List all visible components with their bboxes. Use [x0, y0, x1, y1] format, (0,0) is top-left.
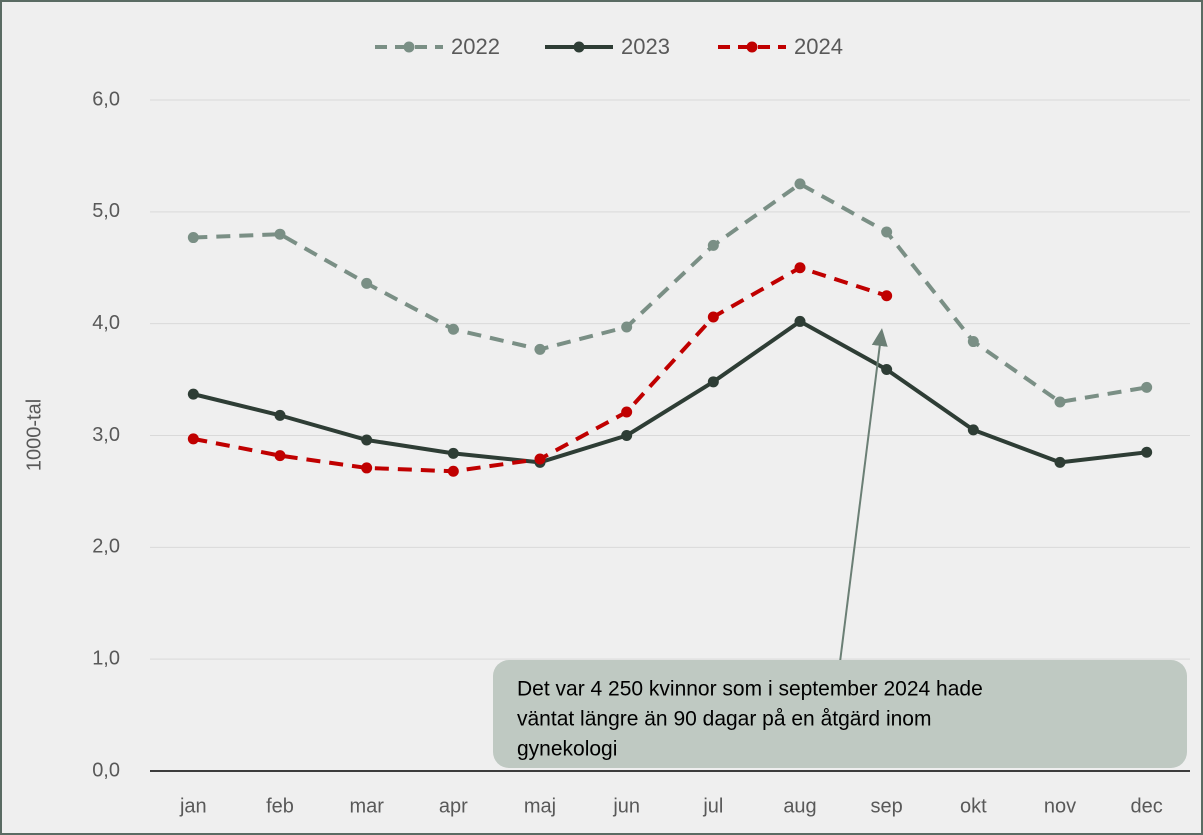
marker [621, 321, 633, 333]
marker [274, 450, 286, 462]
marker [967, 424, 979, 436]
marker [794, 262, 806, 274]
marker [794, 315, 806, 327]
marker [1141, 381, 1153, 393]
marker [534, 343, 546, 355]
legend-marker [403, 41, 415, 53]
y-tick-label: 0,0 [92, 759, 120, 781]
x-tick-label: nov [1044, 795, 1076, 817]
marker [707, 311, 719, 323]
marker [881, 226, 893, 238]
marker [187, 232, 199, 244]
annotation-text: Det var 4 250 kvinnor som i september 20… [517, 678, 983, 701]
marker [534, 453, 546, 465]
y-tick-label: 4,0 [92, 312, 120, 334]
marker [361, 462, 373, 474]
x-tick-label: mar [349, 795, 384, 817]
annotation-box [493, 660, 1187, 768]
x-tick-label: maj [524, 795, 556, 817]
marker [361, 277, 373, 289]
y-tick-label: 6,0 [92, 88, 120, 110]
y-axis-label: 1000-tal [23, 399, 45, 471]
marker [707, 239, 719, 251]
x-tick-label: sep [871, 795, 903, 817]
marker [447, 447, 459, 459]
x-tick-label: feb [266, 795, 294, 817]
legend-marker [573, 41, 585, 53]
legend-label: 2022 [451, 34, 500, 59]
annotation-text: väntat längre än 90 dagar på en åtgärd i… [517, 708, 931, 731]
x-tick-label: jan [179, 795, 207, 817]
marker [1054, 396, 1066, 408]
marker [447, 323, 459, 335]
marker [187, 388, 199, 400]
marker [707, 376, 719, 388]
marker [967, 336, 979, 348]
legend-marker [746, 41, 758, 53]
y-tick-label: 1,0 [92, 647, 120, 669]
series-line [192, 319, 1147, 465]
x-tick-label: jul [702, 795, 723, 817]
y-tick-label: 5,0 [92, 200, 120, 222]
marker [187, 433, 199, 445]
y-tick-label: 2,0 [92, 536, 120, 558]
y-tick-label: 3,0 [92, 424, 120, 446]
marker [1054, 456, 1066, 468]
legend-label: 2024 [794, 34, 843, 59]
marker [274, 228, 286, 240]
annotation-text: gynekologi [517, 738, 617, 761]
x-tick-label: okt [960, 795, 987, 817]
x-tick-label: aug [783, 795, 816, 817]
marker [447, 465, 459, 477]
marker [794, 178, 806, 190]
series-line [193, 181, 1148, 404]
marker [361, 434, 373, 446]
marker [621, 406, 633, 418]
marker [881, 290, 893, 302]
marker [1141, 446, 1153, 458]
x-tick-label: apr [439, 795, 468, 817]
marker [881, 364, 893, 376]
marker [621, 430, 633, 441]
annotation-arrow [839, 328, 888, 663]
legend-label: 2023 [621, 34, 670, 59]
marker [274, 409, 286, 421]
x-tick-label: jun [612, 795, 640, 817]
x-tick-label: dec [1131, 795, 1163, 817]
